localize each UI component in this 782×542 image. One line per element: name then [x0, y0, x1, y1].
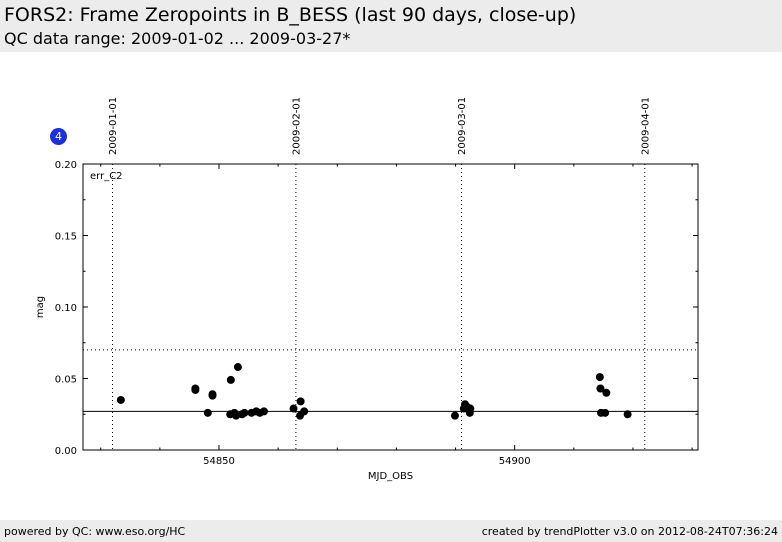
reference-lines: [83, 349, 698, 412]
x-tick-label: 54900: [499, 456, 531, 467]
date-marker-label: 2009-03-01: [457, 97, 468, 155]
scatter-chart: 2009-01-01 2009-02-01 2009-03-01 2009-04-01…: [35, 97, 699, 482]
data-point: [116, 395, 125, 404]
data-point: [203, 408, 212, 417]
data-point: [602, 388, 611, 397]
data-point: [466, 404, 475, 413]
data-point: [208, 390, 217, 399]
date-marker-label: 2009-01-01: [108, 97, 119, 155]
series-annotation: err_C2: [90, 171, 123, 182]
y-axis-label: mag: [35, 296, 46, 318]
date-marker-label: 2009-02-01: [291, 97, 302, 155]
data-point: [226, 375, 235, 384]
footer-bar: powered by QC: www.eso.org/HC created by…: [0, 520, 782, 542]
data-point: [601, 408, 610, 417]
data-point: [300, 407, 309, 416]
data-point: [596, 384, 605, 393]
data-point: [191, 384, 200, 393]
plot-frame: [82, 163, 699, 451]
y-tick-label: 0.10: [55, 303, 77, 314]
y-tick-label: 0.15: [55, 232, 77, 243]
y-tick-label: 0.20: [55, 160, 77, 171]
data-points: [116, 363, 632, 420]
data-point: [233, 363, 242, 372]
data-point: [296, 397, 305, 406]
plot-number-badge: 4: [50, 128, 67, 145]
data-point: [289, 404, 298, 413]
x-axis-label: MJD_OBS: [368, 471, 413, 482]
page-title: FORS2: Frame Zeropoints in B_BESS (last …: [4, 4, 577, 26]
data-point: [240, 408, 249, 417]
axis-ticks: 0.00 0.05 0.10 0.15 0.20 54850 54900: [55, 160, 698, 467]
footer-created-by: created by trendPlotter v3.0 on 2012-08-…: [481, 525, 778, 538]
date-marker-label: 2009-04-01: [640, 97, 651, 155]
y-tick-label: 0.05: [55, 375, 77, 386]
footer-powered-by: powered by QC: www.eso.org/HC: [4, 525, 186, 538]
page-subtitle: QC data range: 2009-01-02 ... 2009-03-27…: [4, 29, 351, 48]
data-point: [595, 373, 604, 382]
data-point: [259, 407, 268, 416]
data-point: [450, 411, 459, 420]
date-markers: 2009-01-01 2009-02-01 2009-03-01 2009-04-01: [108, 97, 651, 450]
data-point: [623, 410, 632, 419]
header-bar: FORS2: Frame Zeropoints in B_BESS (last …: [0, 0, 782, 52]
x-tick-label: 54850: [203, 456, 235, 467]
y-tick-label: 0.00: [55, 446, 77, 457]
